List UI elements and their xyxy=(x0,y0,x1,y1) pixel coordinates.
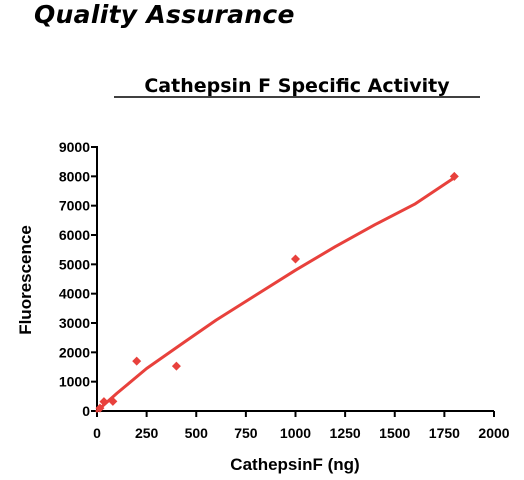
y-tick-label: 3000 xyxy=(59,315,90,331)
data-point xyxy=(95,403,105,413)
data-point xyxy=(132,356,142,366)
data-point xyxy=(449,171,459,181)
page-heading: Quality Assurance xyxy=(34,0,295,29)
x-tick-label: 1000 xyxy=(280,425,311,441)
chart-title: Cathepsin F Specific Activity xyxy=(144,75,450,97)
x-tick-label: 0 xyxy=(93,425,101,441)
data-point xyxy=(108,396,118,406)
y-tick-label: 4000 xyxy=(59,286,90,302)
y-axis-label: Fluorescence xyxy=(16,225,35,335)
x-tick-label: 1500 xyxy=(379,425,410,441)
x-tick-label: 500 xyxy=(185,425,209,441)
data-point xyxy=(171,361,181,371)
axes xyxy=(96,146,494,412)
y-ticks: 0 1000 2000 3000 4000 5000 6000 7000 8000 9000 xyxy=(59,139,97,419)
data-point xyxy=(291,254,300,264)
data-point xyxy=(99,397,109,407)
y-tick-label: 0 xyxy=(82,403,90,419)
x-axis-label: CathepsinF (ng) xyxy=(230,455,359,474)
y-tick-label: 1000 xyxy=(59,374,90,390)
x-tick-label: 1250 xyxy=(330,425,361,441)
y-tick-label: 7000 xyxy=(59,198,90,214)
y-tick-label: 9000 xyxy=(59,139,90,155)
y-tick-label: 6000 xyxy=(59,227,90,243)
x-tick-label: 2000 xyxy=(478,425,509,441)
x-tick-label: 750 xyxy=(234,425,258,441)
fit-curve xyxy=(95,176,456,413)
data-points xyxy=(95,171,459,413)
y-tick-label: 8000 xyxy=(59,168,90,184)
x-tick-label: 1750 xyxy=(429,425,460,441)
x-ticks: 0 250 500 750 1000 1250 1500 1750 2000 xyxy=(93,411,510,441)
y-tick-label: 2000 xyxy=(59,344,90,360)
y-tick-label: 5000 xyxy=(59,256,90,272)
x-tick-label: 250 xyxy=(135,425,159,441)
